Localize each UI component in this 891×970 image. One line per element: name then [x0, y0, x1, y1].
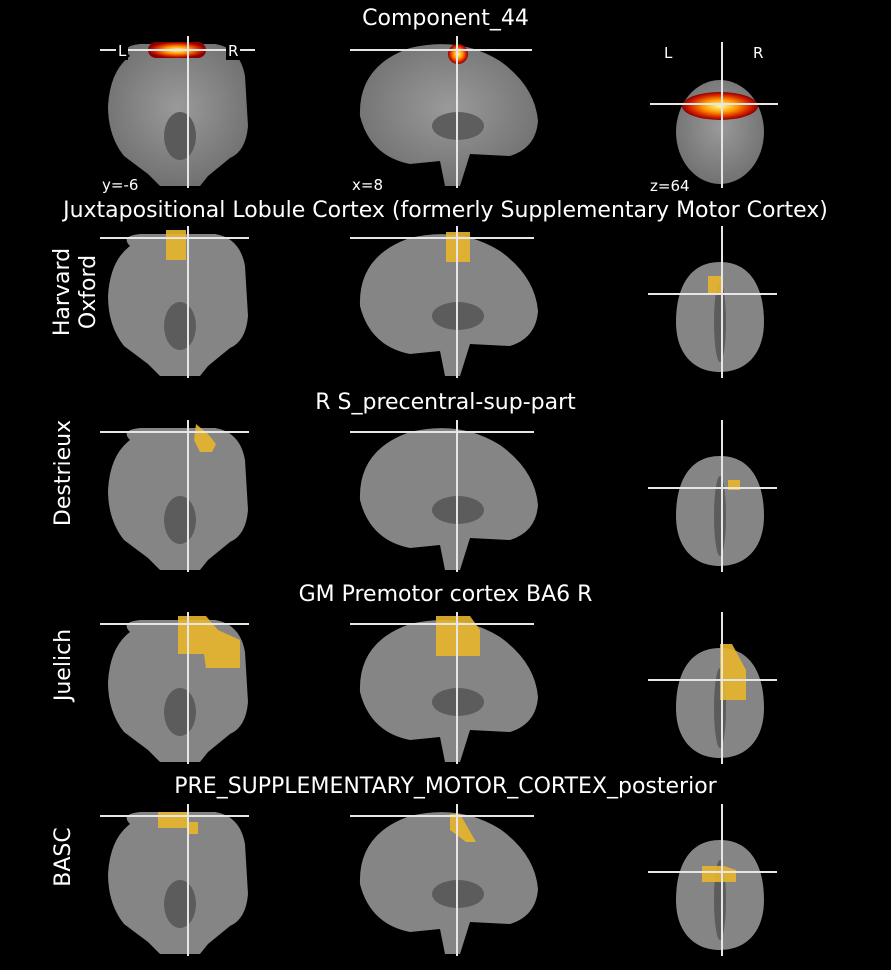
- figure-title: Component_44: [362, 6, 529, 31]
- axial-left-marker: L: [664, 44, 673, 62]
- sagittal-brain-slice: [350, 804, 538, 956]
- brain-inner-structure: [164, 880, 196, 928]
- component-axial-view: L R z=64: [648, 40, 783, 195]
- atlas-region-title: PRE_SUPPLEMENTARY_MOTOR_CORTEX_posterior: [174, 774, 717, 799]
- coord-x-label: x=8: [352, 176, 383, 194]
- atlas-name-label: Juelich: [51, 628, 76, 702]
- atlas-name-label: BASC: [51, 827, 76, 887]
- atlas-sagittal-view: [350, 804, 540, 956]
- component-sagittal-view: x=8: [350, 36, 540, 194]
- atlas-region-title: GM Premotor cortex BA6 R: [298, 582, 593, 607]
- brain-inner-structure: [164, 302, 196, 350]
- coord-y-label: y=-6: [102, 176, 139, 194]
- sagittal-brain-slice: [350, 612, 538, 764]
- atlas-coronal-view: [100, 612, 255, 764]
- atlas-name-label: Harvard Oxford: [50, 247, 101, 337]
- atlas-axial-view: [648, 420, 783, 572]
- atlas-sagittal-view: [350, 226, 540, 378]
- coronal-brain-slice: [100, 612, 249, 764]
- coronal-brain-slice: [100, 226, 249, 378]
- axial-brain-slice: [650, 42, 778, 188]
- atlas-region-title: R S_precentral-sup-part: [315, 390, 576, 415]
- brain-inner-structure: [164, 496, 196, 544]
- atlas-region-overlay: [178, 616, 240, 668]
- sagittal-brain-slice: [350, 226, 538, 378]
- sagittal-brain-slice: [350, 420, 538, 572]
- right-marker: R: [226, 42, 241, 60]
- atlas-coronal-view: [100, 420, 255, 572]
- axial-brain-slice: [648, 420, 777, 572]
- component-coronal-view: L R y=-6: [100, 36, 255, 194]
- atlas-axial-view: [648, 612, 783, 764]
- atlas-region-overlay: [702, 866, 736, 882]
- atlas-region-title: Juxtapositional Lobule Cortex (formerly …: [63, 198, 828, 223]
- coronal-brain-slice: [100, 420, 249, 572]
- atlas-coronal-view: [100, 804, 255, 956]
- atlas-axial-view: [648, 226, 783, 378]
- coronal-brain-slice: [100, 804, 249, 956]
- atlas-sagittal-view: [350, 420, 540, 572]
- atlas-region-overlay: [708, 276, 722, 294]
- axial-right-marker: R: [753, 44, 764, 62]
- sagittal-brain-slice: [350, 36, 538, 188]
- atlas-axial-view: [648, 804, 783, 956]
- atlas-sagittal-view: [350, 612, 540, 764]
- left-marker: L: [116, 42, 129, 60]
- axial-brain-slice: [648, 804, 777, 956]
- atlas-region-overlay: [720, 644, 746, 700]
- brain-inner-structure: [164, 688, 196, 736]
- atlas-coronal-view: [100, 226, 255, 378]
- atlas-region-overlay: [166, 230, 186, 260]
- coord-z-label: z=64: [650, 177, 690, 195]
- axial-brain-slice: [648, 226, 777, 378]
- atlas-name-label: Destrieux: [51, 419, 76, 527]
- axial-brain-slice: [648, 612, 777, 764]
